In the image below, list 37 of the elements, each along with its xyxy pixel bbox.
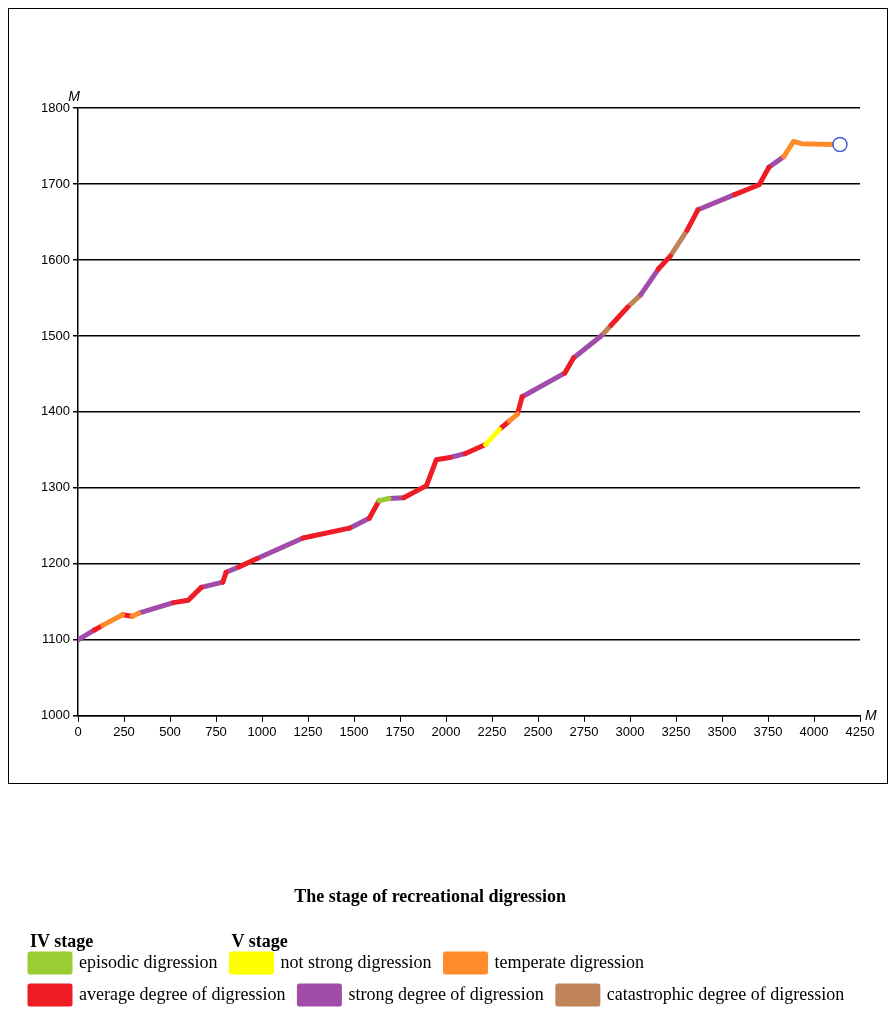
legend-label: not strong digression [280,951,432,972]
legend-label: episodic digression [79,951,218,972]
legend-title: The stage of recreational digression [294,886,567,907]
y-tick-label: 1600 [41,251,70,267]
x-tick-label: 3250 [661,724,691,740]
x-tick-label: 3750 [753,724,783,740]
x-tick-label: 2500 [523,724,553,740]
y-tick-label: 1100 [42,631,70,647]
x-tick-label: 3500 [707,724,737,740]
x-tick-label: 250 [113,724,135,740]
x-tick-label: 4250 [845,724,875,740]
x-tick-label: 3000 [615,724,645,740]
legend-label: average degree of digression [79,983,286,1004]
text: V stage [231,930,288,951]
y-tick-label: 1400 [41,403,70,419]
x-tick-label: 2000 [431,724,461,740]
x-axis-title: M [865,706,877,723]
legend-label: strong degree of digression [348,983,544,1004]
text: IV stage [30,930,94,951]
x-tick-label: 2250 [477,724,507,740]
x-tick-label: 4000 [799,724,829,740]
y-tick-label: 1500 [41,327,70,343]
x-tick-label: 750 [205,724,227,740]
x-tick-label: 1500 [339,724,369,740]
y-tick-label: 1700 [41,175,70,191]
legend-label: catastrophic degree of digression [606,983,845,1004]
y-tick-label: 1200 [41,555,70,571]
x-tick-label: 500 [159,724,181,740]
legend-label: temperate digression [494,951,644,972]
x-tick-label: 0 [74,724,82,740]
y-axis-title: M [68,87,81,104]
y-tick-label: 1000 [41,707,70,723]
x-tick-label: 1000 [247,724,277,740]
x-tick-label: 1250 [293,724,323,740]
x-tick-label: 1750 [385,724,415,740]
x-tick-label: 2750 [569,724,599,740]
y-tick-label: 1300 [41,479,70,495]
